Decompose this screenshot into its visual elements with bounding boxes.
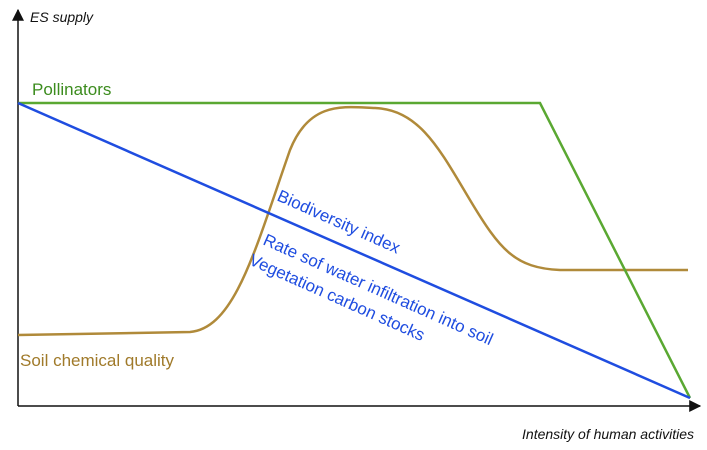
pollinators-curve [18, 101, 692, 399]
y-axis-label: ES supply [30, 9, 94, 25]
biodiversity-curve [17, 101, 691, 400]
x-axis-label: Intensity of human activities [522, 426, 694, 442]
curve-label: Soil chemical quality [20, 351, 175, 370]
curve-label: Pollinators [32, 80, 111, 99]
soil-curve [17, 105, 688, 337]
